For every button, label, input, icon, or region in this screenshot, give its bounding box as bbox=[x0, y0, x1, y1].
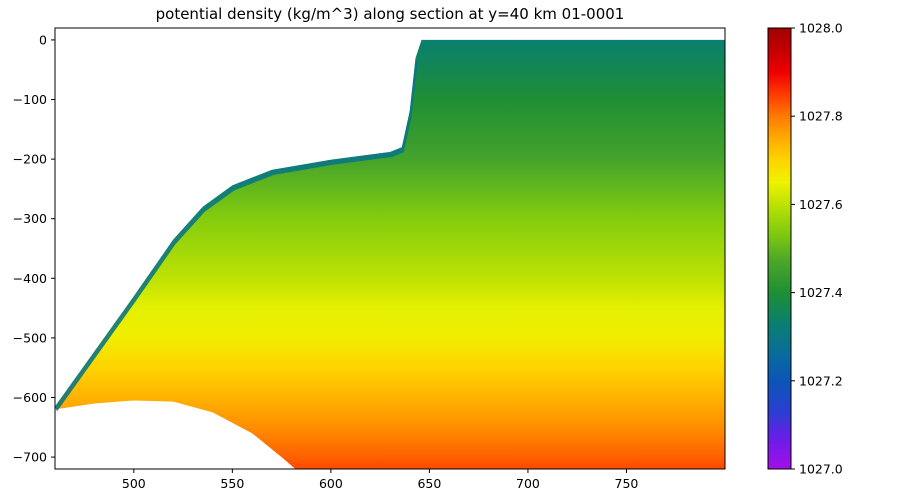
y-tick-label: −200 bbox=[13, 152, 47, 167]
colorbar-scale bbox=[768, 28, 791, 469]
colorbar-tick-label: 1027.0 bbox=[799, 462, 843, 477]
y-axis: 0 −100 −200 −300 −400 −500 −600 −700 bbox=[13, 32, 55, 465]
colorbar-frame bbox=[767, 27, 792, 470]
y-tick-label: −500 bbox=[13, 330, 47, 345]
colorbar-tick-label: 1027.8 bbox=[799, 109, 843, 124]
y-tick-label: −600 bbox=[13, 390, 47, 405]
colorbar-tick-label: 1027.2 bbox=[799, 373, 843, 388]
colorbar-tick-label: 1027.6 bbox=[799, 197, 843, 212]
water-column-fill bbox=[55, 39, 725, 469]
chart-title: potential density (kg/m^3) along section… bbox=[156, 5, 625, 23]
plot-frame bbox=[54, 27, 726, 470]
x-tick-label: 600 bbox=[319, 476, 343, 491]
x-tick-label: 700 bbox=[516, 476, 540, 491]
colorbar-tick-label: 1027.4 bbox=[799, 285, 843, 300]
plot-area bbox=[55, 39, 725, 469]
x-tick-label: 650 bbox=[417, 476, 441, 491]
density-field bbox=[55, 39, 725, 469]
y-tick-label: −400 bbox=[13, 271, 47, 286]
x-tick-label: 750 bbox=[615, 476, 639, 491]
x-axis: 500 550 600 650 700 750 bbox=[122, 469, 639, 491]
x-tick-label: 550 bbox=[220, 476, 244, 491]
y-tick-label: −100 bbox=[13, 92, 47, 107]
y-tick-label: −700 bbox=[13, 450, 47, 465]
colorbar-ticks: 1027.0 1027.2 1027.4 1027.6 1027.8 1028.0 bbox=[791, 21, 843, 477]
colorbar: 1027.0 1027.2 1027.4 1027.6 1027.8 1028.0 bbox=[767, 21, 843, 477]
y-tick-label: 0 bbox=[39, 32, 47, 47]
colorbar-tick-label: 1028.0 bbox=[799, 21, 843, 36]
y-tick-label: −300 bbox=[13, 211, 47, 226]
x-tick-label: 500 bbox=[122, 476, 146, 491]
